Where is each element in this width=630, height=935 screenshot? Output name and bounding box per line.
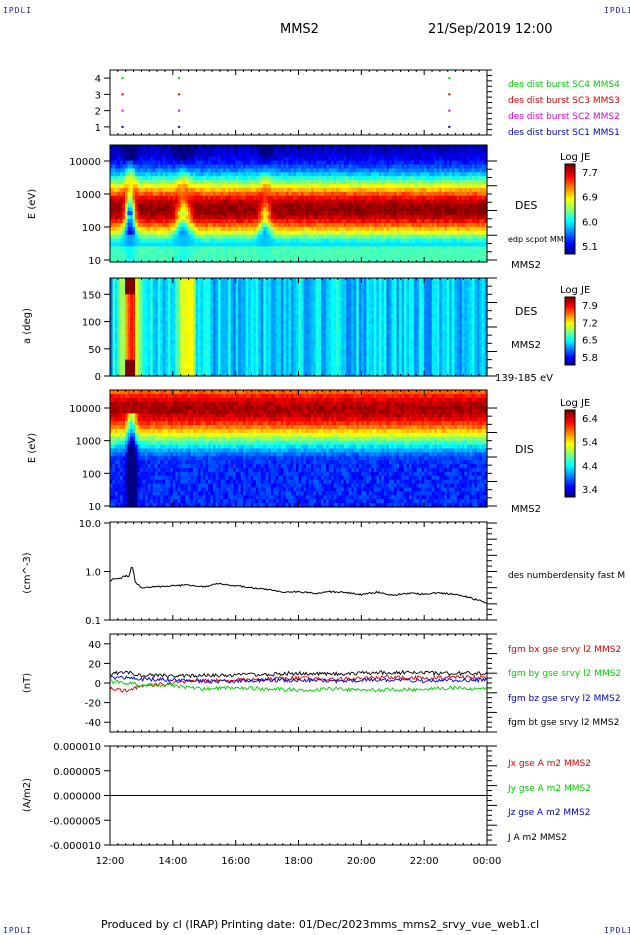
burst-marker <box>122 93 124 95</box>
des-energy-colorbar-title: Log JE <box>560 152 590 163</box>
des-energy-y-axis-label: E (eV) <box>27 189 38 219</box>
burst-marker <box>448 110 450 112</box>
des-energy-y-tick-label: 1000 <box>76 190 101 201</box>
burst-panel-frame <box>110 70 487 135</box>
des-pitch-cells <box>110 278 488 377</box>
des-energy-cells <box>110 145 488 263</box>
burst-marker <box>178 126 180 128</box>
burst-y-tick-label: 4 <box>95 74 101 85</box>
des-energy-overlay-label: edp scpot MMS2 <box>508 235 574 244</box>
burst-marker <box>448 93 450 95</box>
burst-y-tick-label: 1 <box>95 123 101 134</box>
burst-marker <box>178 93 180 95</box>
burst-marker <box>122 126 124 128</box>
burst-marker <box>448 126 450 128</box>
burst-legend-label: des dist burst SC2 MMS2 <box>508 112 620 122</box>
des-energy-y-tick-label: 10000 <box>69 157 101 168</box>
burst-legend-label: des dist burst SC1 MMS1 <box>508 128 620 138</box>
burst-y-tick-label: 2 <box>95 107 101 118</box>
burst-marker <box>178 77 180 79</box>
burst-y-tick-label: 3 <box>95 90 101 101</box>
burst-legend-label: des dist burst SC4 MMS4 <box>508 80 620 90</box>
burst-marker <box>448 77 450 79</box>
des-energy-colorbar-tick-label: 7.7 <box>582 168 598 179</box>
burst-marker <box>122 77 124 79</box>
des-energy-instrument-label: DES <box>515 199 537 212</box>
des-energy-colorbar-tick-label: 6.9 <box>582 193 598 204</box>
burst-legend-label: des dist burst SC3 MMS3 <box>508 96 620 106</box>
des-energy-y-tick-label: 100 <box>82 223 101 234</box>
des-energy-spacecraft-label: MMS2 <box>511 260 541 271</box>
burst-marker <box>122 110 124 112</box>
des-energy-colorbar-tick-label: 6.0 <box>582 217 598 228</box>
des-energy-y-tick-label: 10 <box>88 256 101 267</box>
des-energy-colorbar-tick-label: 5.1 <box>582 242 598 253</box>
burst-marker <box>178 110 180 112</box>
